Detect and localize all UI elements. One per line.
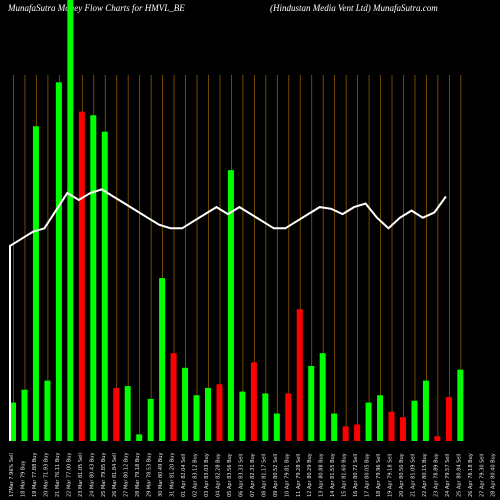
x-tick-label: 14 Apr 81.55 Buy <box>330 453 336 497</box>
bar <box>388 411 395 441</box>
bar <box>90 115 97 441</box>
bar <box>342 426 349 441</box>
bar <box>285 393 292 441</box>
bar <box>182 367 189 441</box>
bar <box>159 278 166 441</box>
x-tick-label: 24 Apr 79.57 Sell <box>445 454 451 497</box>
x-tick-label: 08 Apr 81.17 Sell <box>261 454 267 497</box>
bar <box>331 413 338 441</box>
x-tick-label: 28 Mar 79.18 Buy <box>135 453 141 497</box>
bar <box>227 170 234 441</box>
x-tick-label: 26 Mar 81.84 Sell <box>112 453 118 497</box>
chart-title-left: MunafaSutra Money Flow Charts for HMVL_B… <box>8 3 185 13</box>
bar <box>445 397 452 441</box>
bar <box>239 391 246 441</box>
x-tick-label: 30 Mar 80.49 Buy <box>158 453 164 497</box>
x-tick-label: 20 Mar 71.93 Buy <box>43 453 49 497</box>
x-tick-label: 31 Mar 81.20 Buy <box>170 453 176 497</box>
x-tick-label: 19 Mar 77.88 Buy <box>32 453 38 497</box>
x-tick-label: 24 Mar 80.43 Buy <box>89 453 95 497</box>
bar <box>113 387 120 441</box>
bar <box>21 389 28 441</box>
x-tick-label: 07 Apr 82.31 Buy <box>250 453 256 497</box>
x-tick-label: 22 Apr 80.15 Buy <box>422 453 428 497</box>
x-tick-labels: 17Mar 7.96% Sell 18 Mar 79 Buy 19 Mar 77.8… <box>9 453 497 497</box>
bar <box>262 393 269 441</box>
bar <box>101 131 108 442</box>
x-tick-label: 20 Apr 80.50 Buy <box>399 453 405 497</box>
x-tick-label: 10 Apr 79.81 Buy <box>284 453 290 497</box>
x-tick-label: 04 Apr 82.28 Buy <box>215 453 221 497</box>
bar <box>204 387 211 441</box>
x-tick-label: 15 Apr 81.60 Buy <box>342 453 348 497</box>
x-tick-label: 03 Apr 83.03 Buy <box>204 453 210 497</box>
x-tick-label: 27 Apr 79.30 Sell <box>479 454 485 497</box>
x-tick-label: 28 Apr 80.40 Buy <box>491 453 497 497</box>
price-line-path <box>9 188 447 441</box>
x-tick-label: 13 Apr 80.88 Buy <box>319 453 325 497</box>
x-tick-label: 21 Mar 76.11 Buy <box>55 453 61 497</box>
bars <box>10 0 464 442</box>
bar <box>147 398 154 441</box>
x-tick-label: 17Mar 7.96% Sell <box>9 453 15 497</box>
x-tick-label: 05 Apr 83.56 Buy <box>227 453 233 497</box>
x-tick-label: 23 Mar 81.05 Sell <box>78 453 84 497</box>
x-tick-label: 12 Apr 80.29 Buy <box>307 453 313 497</box>
x-tick-label: 27 Mar 80.12 Buy <box>124 453 130 497</box>
bar <box>296 309 303 441</box>
bar <box>399 417 406 441</box>
bar <box>365 402 372 441</box>
bar <box>354 424 361 441</box>
x-tick-label: 23 Apr 78.89 Buy <box>433 453 439 497</box>
x-tick-label: 25 Apr 80.84 Sell <box>456 454 462 497</box>
bar <box>55 82 62 441</box>
bar <box>136 434 143 441</box>
x-tick-label: 25 Mar 79.85 Buy <box>101 453 107 497</box>
bar <box>377 395 384 441</box>
bar <box>78 111 85 441</box>
bar <box>434 436 441 441</box>
bar <box>457 369 464 441</box>
x-tick-label: 22 Mar 77.00 Buy <box>66 453 72 497</box>
bar <box>216 384 223 441</box>
x-tick-label: 06 Apr 83.33 Sell <box>238 454 244 497</box>
x-tick-label: 29 Mar 78.53 Buy <box>147 453 153 497</box>
bar <box>273 413 280 441</box>
bar <box>193 395 200 441</box>
bar <box>170 353 177 441</box>
x-tick-label: 01 Apr 82.04 Sell <box>181 454 187 497</box>
bar <box>411 400 418 441</box>
x-tick-label: 02 Apr 83.12 Buy <box>193 453 199 497</box>
bar <box>67 0 74 441</box>
bar <box>250 362 257 441</box>
bar <box>32 126 39 442</box>
x-tick-label: 18 Mar 79 Buy <box>20 460 26 497</box>
x-tick-label: 11 Apr 79.28 Sell <box>296 454 302 497</box>
bar <box>319 353 326 441</box>
bar <box>10 402 16 441</box>
x-tick-label: 18 Apr 79.96 Sell <box>376 454 382 497</box>
bar <box>44 380 51 441</box>
x-tick-label: 21 Apr 81.09 Sell <box>410 454 416 497</box>
x-tick-label: 17 Apr 80.05 Buy <box>365 453 371 497</box>
bar <box>422 380 429 441</box>
chart-title-right: (Hindustan Media Vent Ltd) MunafaSutra.c… <box>270 3 438 13</box>
bar <box>308 365 315 441</box>
x-tick-label: 09 Apr 80.52 Sell <box>273 454 279 497</box>
x-tick-label: 19 Apr 79.18 Sell <box>388 454 394 497</box>
x-tick-label: 26 Apr 78.18 Buy <box>468 453 474 497</box>
bar <box>124 386 131 441</box>
x-tick-label: 16 Apr 80.72 Sell <box>353 454 359 497</box>
price-line <box>9 188 447 441</box>
